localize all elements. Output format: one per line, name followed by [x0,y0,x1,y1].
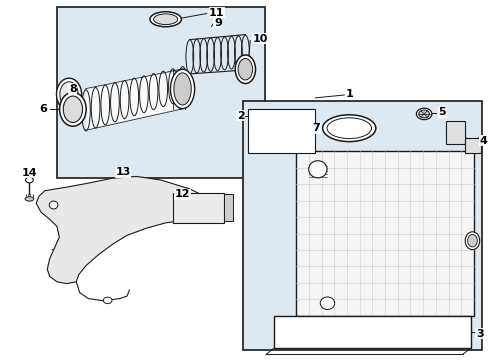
Text: 1: 1 [345,89,353,99]
Polygon shape [86,69,183,130]
Ellipse shape [171,69,195,109]
Text: 2: 2 [237,111,245,121]
Text: 10: 10 [253,34,268,44]
Text: 6: 6 [39,104,48,114]
Bar [465,138,481,153]
Polygon shape [36,176,209,284]
Ellipse shape [60,82,78,107]
Ellipse shape [25,177,33,183]
Ellipse shape [235,55,255,84]
Ellipse shape [60,92,86,126]
Ellipse shape [56,78,82,111]
Text: 9: 9 [214,18,222,28]
Bar [243,102,482,350]
Bar [296,152,474,316]
Ellipse shape [49,201,58,209]
Ellipse shape [320,297,335,310]
Ellipse shape [309,161,327,178]
Bar [223,194,233,221]
Ellipse shape [465,232,480,249]
Text: 5: 5 [439,107,446,117]
Text: 12: 12 [175,189,190,199]
Text: 8: 8 [69,84,77,94]
Text: 7: 7 [313,123,320,133]
Ellipse shape [416,108,432,120]
Ellipse shape [153,14,178,24]
Ellipse shape [419,110,429,118]
Text: 4: 4 [480,136,488,146]
Ellipse shape [150,12,181,27]
Ellipse shape [174,73,191,105]
Ellipse shape [467,234,477,247]
Bar [274,316,471,348]
Text: 11: 11 [209,8,224,18]
Bar [173,193,223,223]
Bar [57,7,265,178]
Text: 13: 13 [116,167,131,177]
Bar [446,121,465,144]
Text: 14: 14 [22,168,37,178]
Ellipse shape [63,96,82,122]
Bar [248,109,316,153]
Ellipse shape [238,59,253,80]
Ellipse shape [25,197,34,201]
Ellipse shape [103,297,112,303]
Ellipse shape [323,115,376,141]
Text: 3: 3 [476,329,484,339]
